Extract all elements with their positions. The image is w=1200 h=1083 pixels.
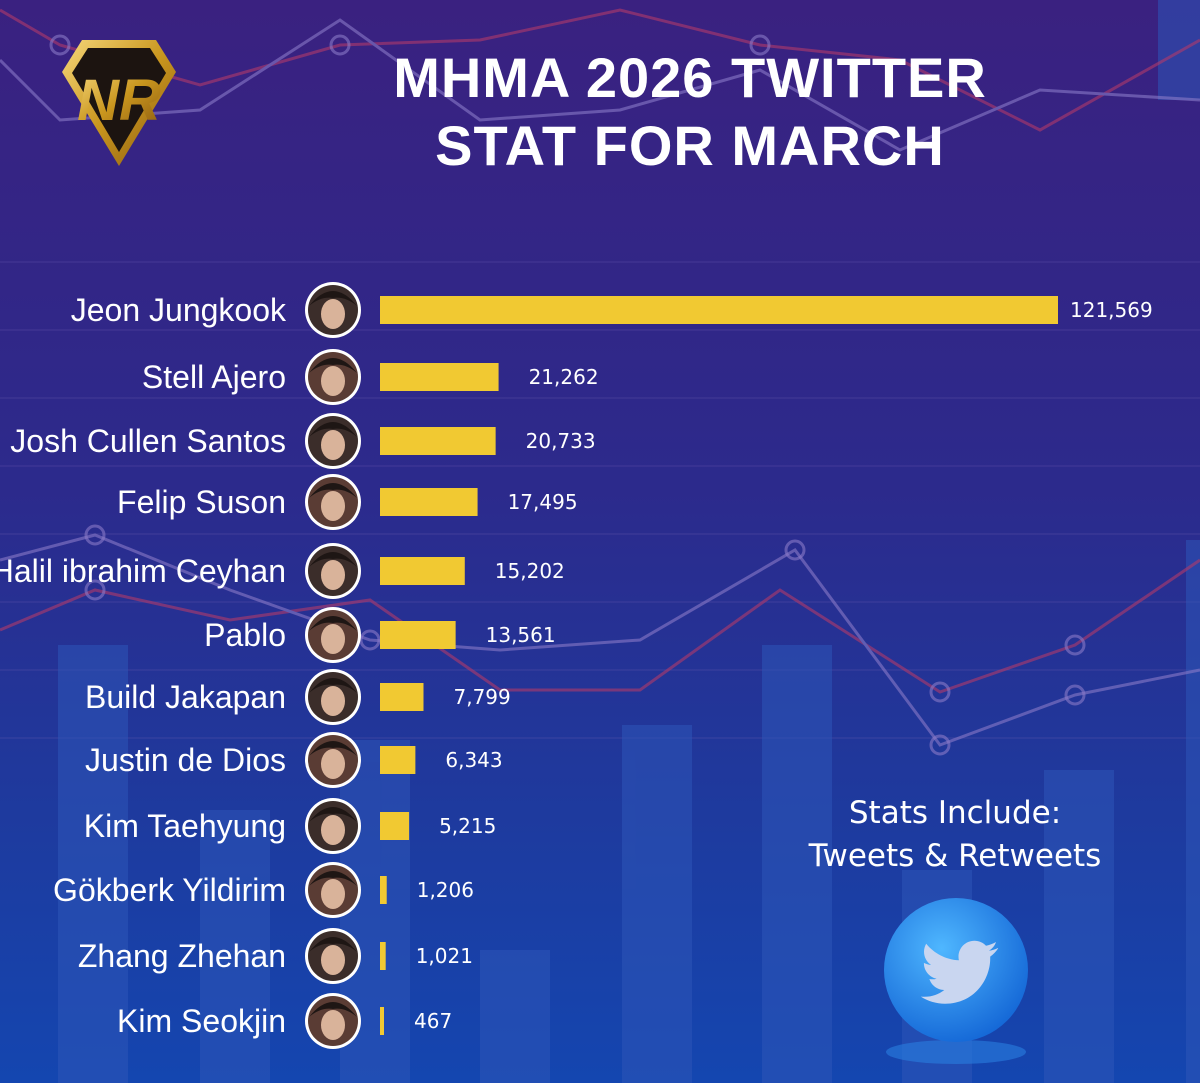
- background-columns: [58, 0, 1200, 1083]
- bar: [380, 488, 478, 516]
- avatar: [305, 543, 361, 599]
- background-lines: [0, 261, 1200, 739]
- avatar: [305, 349, 361, 405]
- category-label: Pablo: [204, 617, 286, 653]
- value-label: 6,343: [445, 748, 502, 772]
- value-label: 5,215: [439, 814, 496, 838]
- avatar: [305, 798, 361, 854]
- category-label: Zhang Zhehan: [78, 938, 286, 974]
- bar: [380, 557, 465, 585]
- avatar: [305, 993, 361, 1049]
- avatar: [305, 669, 361, 725]
- value-label: 20,733: [526, 429, 596, 453]
- avatar: [305, 413, 361, 469]
- category-label: Kim Taehyung: [84, 808, 286, 844]
- svg-text:NR: NR: [77, 68, 161, 133]
- bar: [380, 1007, 384, 1035]
- background-markers: [49, 34, 1086, 756]
- category-label: Halil ibrahim Ceyhan: [0, 553, 286, 589]
- bar: [380, 621, 456, 649]
- stats-note: Stats Include: Tweets & Retweets: [790, 792, 1120, 878]
- category-label: Felip Suson: [117, 484, 286, 520]
- value-label: 21,262: [529, 365, 599, 389]
- stats-note-line-2: Tweets & Retweets: [808, 838, 1102, 874]
- bar: [380, 683, 424, 711]
- nr-logo: NR: [62, 40, 176, 166]
- avatar: [305, 474, 361, 530]
- page-title: MHMA 2026 TWITTER STAT FOR MARCH: [290, 44, 1090, 180]
- bar: [380, 427, 496, 455]
- bar: [380, 812, 410, 840]
- value-label: 15,202: [495, 559, 565, 583]
- value-label: 1,206: [417, 878, 474, 902]
- avatar: [305, 282, 361, 338]
- category-label: Justin de Dios: [85, 742, 286, 778]
- bar: [380, 746, 416, 774]
- bar: [380, 942, 386, 970]
- title-line-2: STAT FOR MARCH: [435, 114, 945, 177]
- category-label: Jeon Jungkook: [71, 292, 287, 328]
- bar: [380, 876, 387, 904]
- avatar: [305, 928, 361, 984]
- value-label: 121,569: [1070, 298, 1153, 322]
- category-label: Josh Cullen Santos: [10, 423, 286, 459]
- avatar: [305, 732, 361, 788]
- value-label: 467: [414, 1009, 452, 1033]
- category-label: Kim Seokjin: [117, 1003, 286, 1039]
- stats-note-line-1: Stats Include:: [848, 795, 1062, 831]
- category-label: Stell Ajero: [142, 359, 286, 395]
- value-label: 7,799: [453, 685, 510, 709]
- avatar: [305, 862, 361, 918]
- category-label: Build Jakapan: [85, 679, 286, 715]
- bar: [380, 296, 1058, 324]
- value-label: 1,021: [416, 944, 473, 968]
- category-label: Gökberk Yildirim: [53, 872, 286, 908]
- value-label: 17,495: [508, 490, 578, 514]
- value-label: 13,561: [486, 623, 556, 647]
- title-line-1: MHMA 2026 TWITTER: [393, 46, 987, 109]
- avatar: [305, 607, 361, 663]
- twitter-bird-icon: [884, 898, 1028, 1064]
- bar: [380, 363, 499, 391]
